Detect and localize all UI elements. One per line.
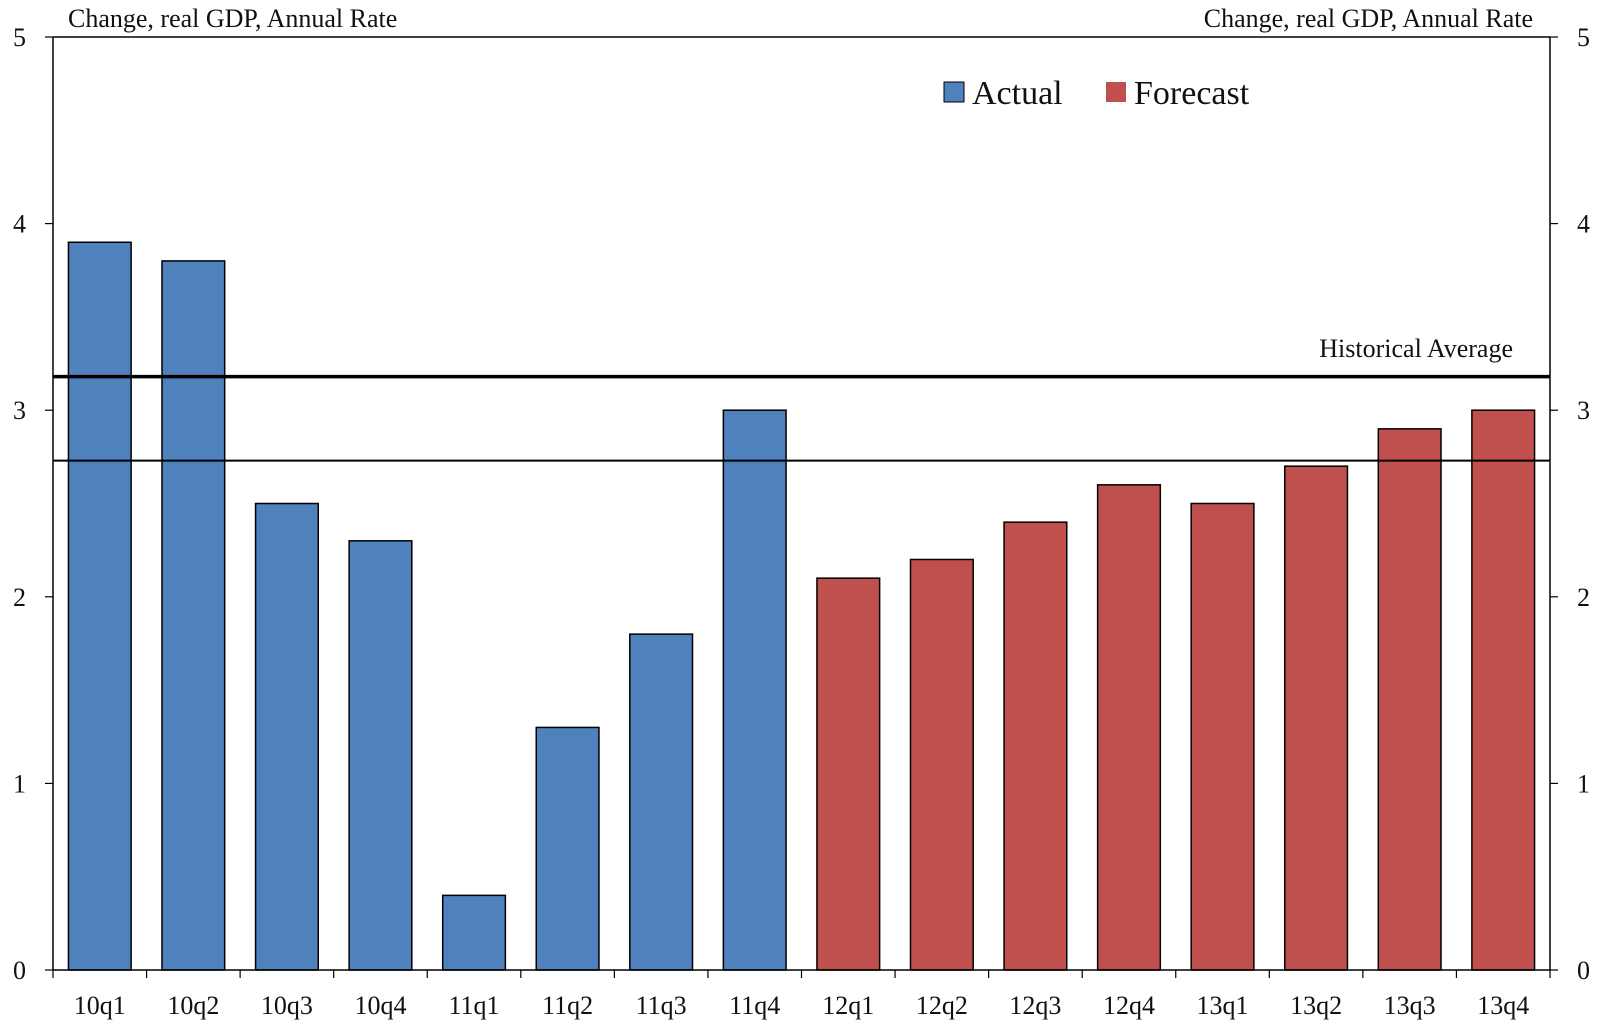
legend-swatch-forecast [1106,82,1126,102]
x-tick-label-13q2: 13q2 [1290,991,1342,1020]
x-tick-label-13q4: 13q4 [1477,991,1529,1020]
bar-11q3 [629,633,694,971]
x-tick-label-12q4: 12q4 [1103,991,1155,1020]
x-tick-label-12q2: 12q2 [916,991,968,1020]
bar-13q2 [1284,465,1349,971]
y-tick-label-right-2: 2 [1577,583,1590,612]
bar-12q4 [1096,484,1162,971]
bar-11q2 [535,726,600,971]
bar-13q3 [1377,428,1442,971]
x-tick-label-11q3: 11q3 [636,991,687,1020]
y-tick-label-right-3: 3 [1577,396,1590,425]
y-tick-label-left-3: 3 [13,396,26,425]
x-tick-label-10q4: 10q4 [354,991,406,1020]
bar-12q2 [909,558,974,971]
legend-label-forecast: Forecast [1134,75,1250,112]
bar-13q1 [1190,502,1255,971]
bar-12q1 [816,577,881,971]
x-tick-label-11q2: 11q2 [542,991,593,1020]
y-tick-label-left-1: 1 [13,769,26,798]
y-tick-label-right-0: 0 [1577,956,1590,985]
y-axis-label-right: Change, real GDP, Annual Rate [1204,4,1533,33]
x-tick-label-13q1: 13q1 [1197,991,1249,1020]
legend-label-actual: Actual [972,75,1063,112]
bar-13q4 [1471,409,1536,971]
x-tick-label-11q1: 11q1 [449,991,500,1020]
y-tick-label-right-1: 1 [1577,769,1590,798]
bar-11q1 [441,894,507,971]
y-tick-label-left-0: 0 [13,956,26,985]
legend-swatch-actual [943,81,965,103]
bar-12q3 [1003,521,1068,971]
bars-group [67,241,1536,971]
x-tick-label-12q3: 12q3 [1009,991,1061,1020]
x-tick-label-11q4: 11q4 [729,991,780,1020]
x-tick-label-12q1: 12q1 [822,991,874,1020]
bar-10q4 [348,540,413,971]
y-tick-label-right-4: 4 [1577,210,1590,239]
historical-average-label: Historical Average [1319,334,1513,363]
y-tick-label-left-2: 2 [13,583,26,612]
legend: Actual Forecast [943,75,1250,112]
y-tick-label-left-5: 5 [13,23,26,52]
bar-10q1 [67,241,132,971]
bar-11q4 [722,409,787,971]
y-axis-label-left: Change, real GDP, Annual Rate [68,4,397,33]
y-tick-label-right-5: 5 [1577,23,1590,52]
reference-lines-group [53,374,1550,462]
x-tick-label-13q3: 13q3 [1384,991,1436,1020]
y-tick-label-left-4: 4 [13,210,26,239]
x-tick-label-10q3: 10q3 [261,991,313,1020]
bar-10q2 [161,260,226,971]
bar-10q3 [254,502,319,971]
axes-group [45,36,1558,978]
x-tick-label-10q2: 10q2 [167,991,219,1020]
ticks-group: 10q1 10q2 10q3 10q4 11q1 11q2 11q3 11q4 12q1 12q2… [13,23,1590,1020]
x-tick-label-10q1: 10q1 [74,991,126,1020]
